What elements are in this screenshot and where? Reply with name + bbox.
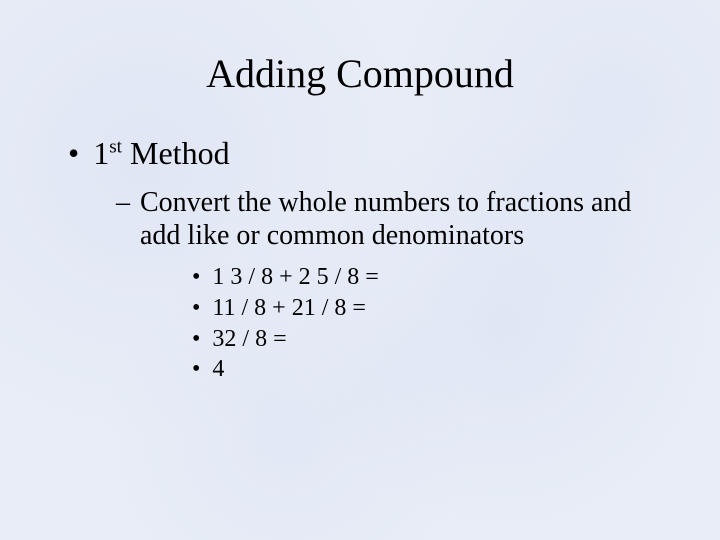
list-item: • 1 3 / 8 + 2 5 / 8 =: [192, 262, 670, 293]
bullet-dot-icon: •: [68, 135, 79, 172]
steps-list: • 1 3 / 8 + 2 5 / 8 = • 11 / 8 + 21 / 8 …: [192, 262, 670, 385]
step-text: 32 / 8 =: [212, 324, 286, 355]
list-item: • 32 / 8 =: [192, 324, 670, 355]
step-text: 1 3 / 8 + 2 5 / 8 =: [212, 262, 378, 293]
bullet-dot-icon: •: [192, 293, 200, 324]
step-text: 11 / 8 + 21 / 8 =: [212, 293, 366, 324]
bullet-level-1: • 1st Method: [68, 135, 670, 172]
level1-label: Method: [130, 135, 230, 171]
bullet-dot-icon: •: [192, 324, 200, 355]
level1-text: 1st Method: [93, 135, 229, 172]
ordinal: 1st: [93, 135, 122, 171]
step-text: 4: [212, 354, 224, 385]
list-item: • 4: [192, 354, 670, 385]
level2-text: Convert the whole numbers to fractions a…: [140, 186, 670, 252]
list-item: • 11 / 8 + 21 / 8 =: [192, 293, 670, 324]
bullet-dot-icon: •: [192, 354, 200, 385]
ordinal-number: 1: [93, 135, 109, 171]
slide-title: Adding Compound: [50, 50, 670, 97]
bullet-level-2: – Convert the whole numbers to fractions…: [116, 186, 670, 252]
bullet-dot-icon: •: [192, 262, 200, 293]
ordinal-suffix: st: [109, 136, 122, 157]
dash-icon: –: [116, 186, 130, 219]
